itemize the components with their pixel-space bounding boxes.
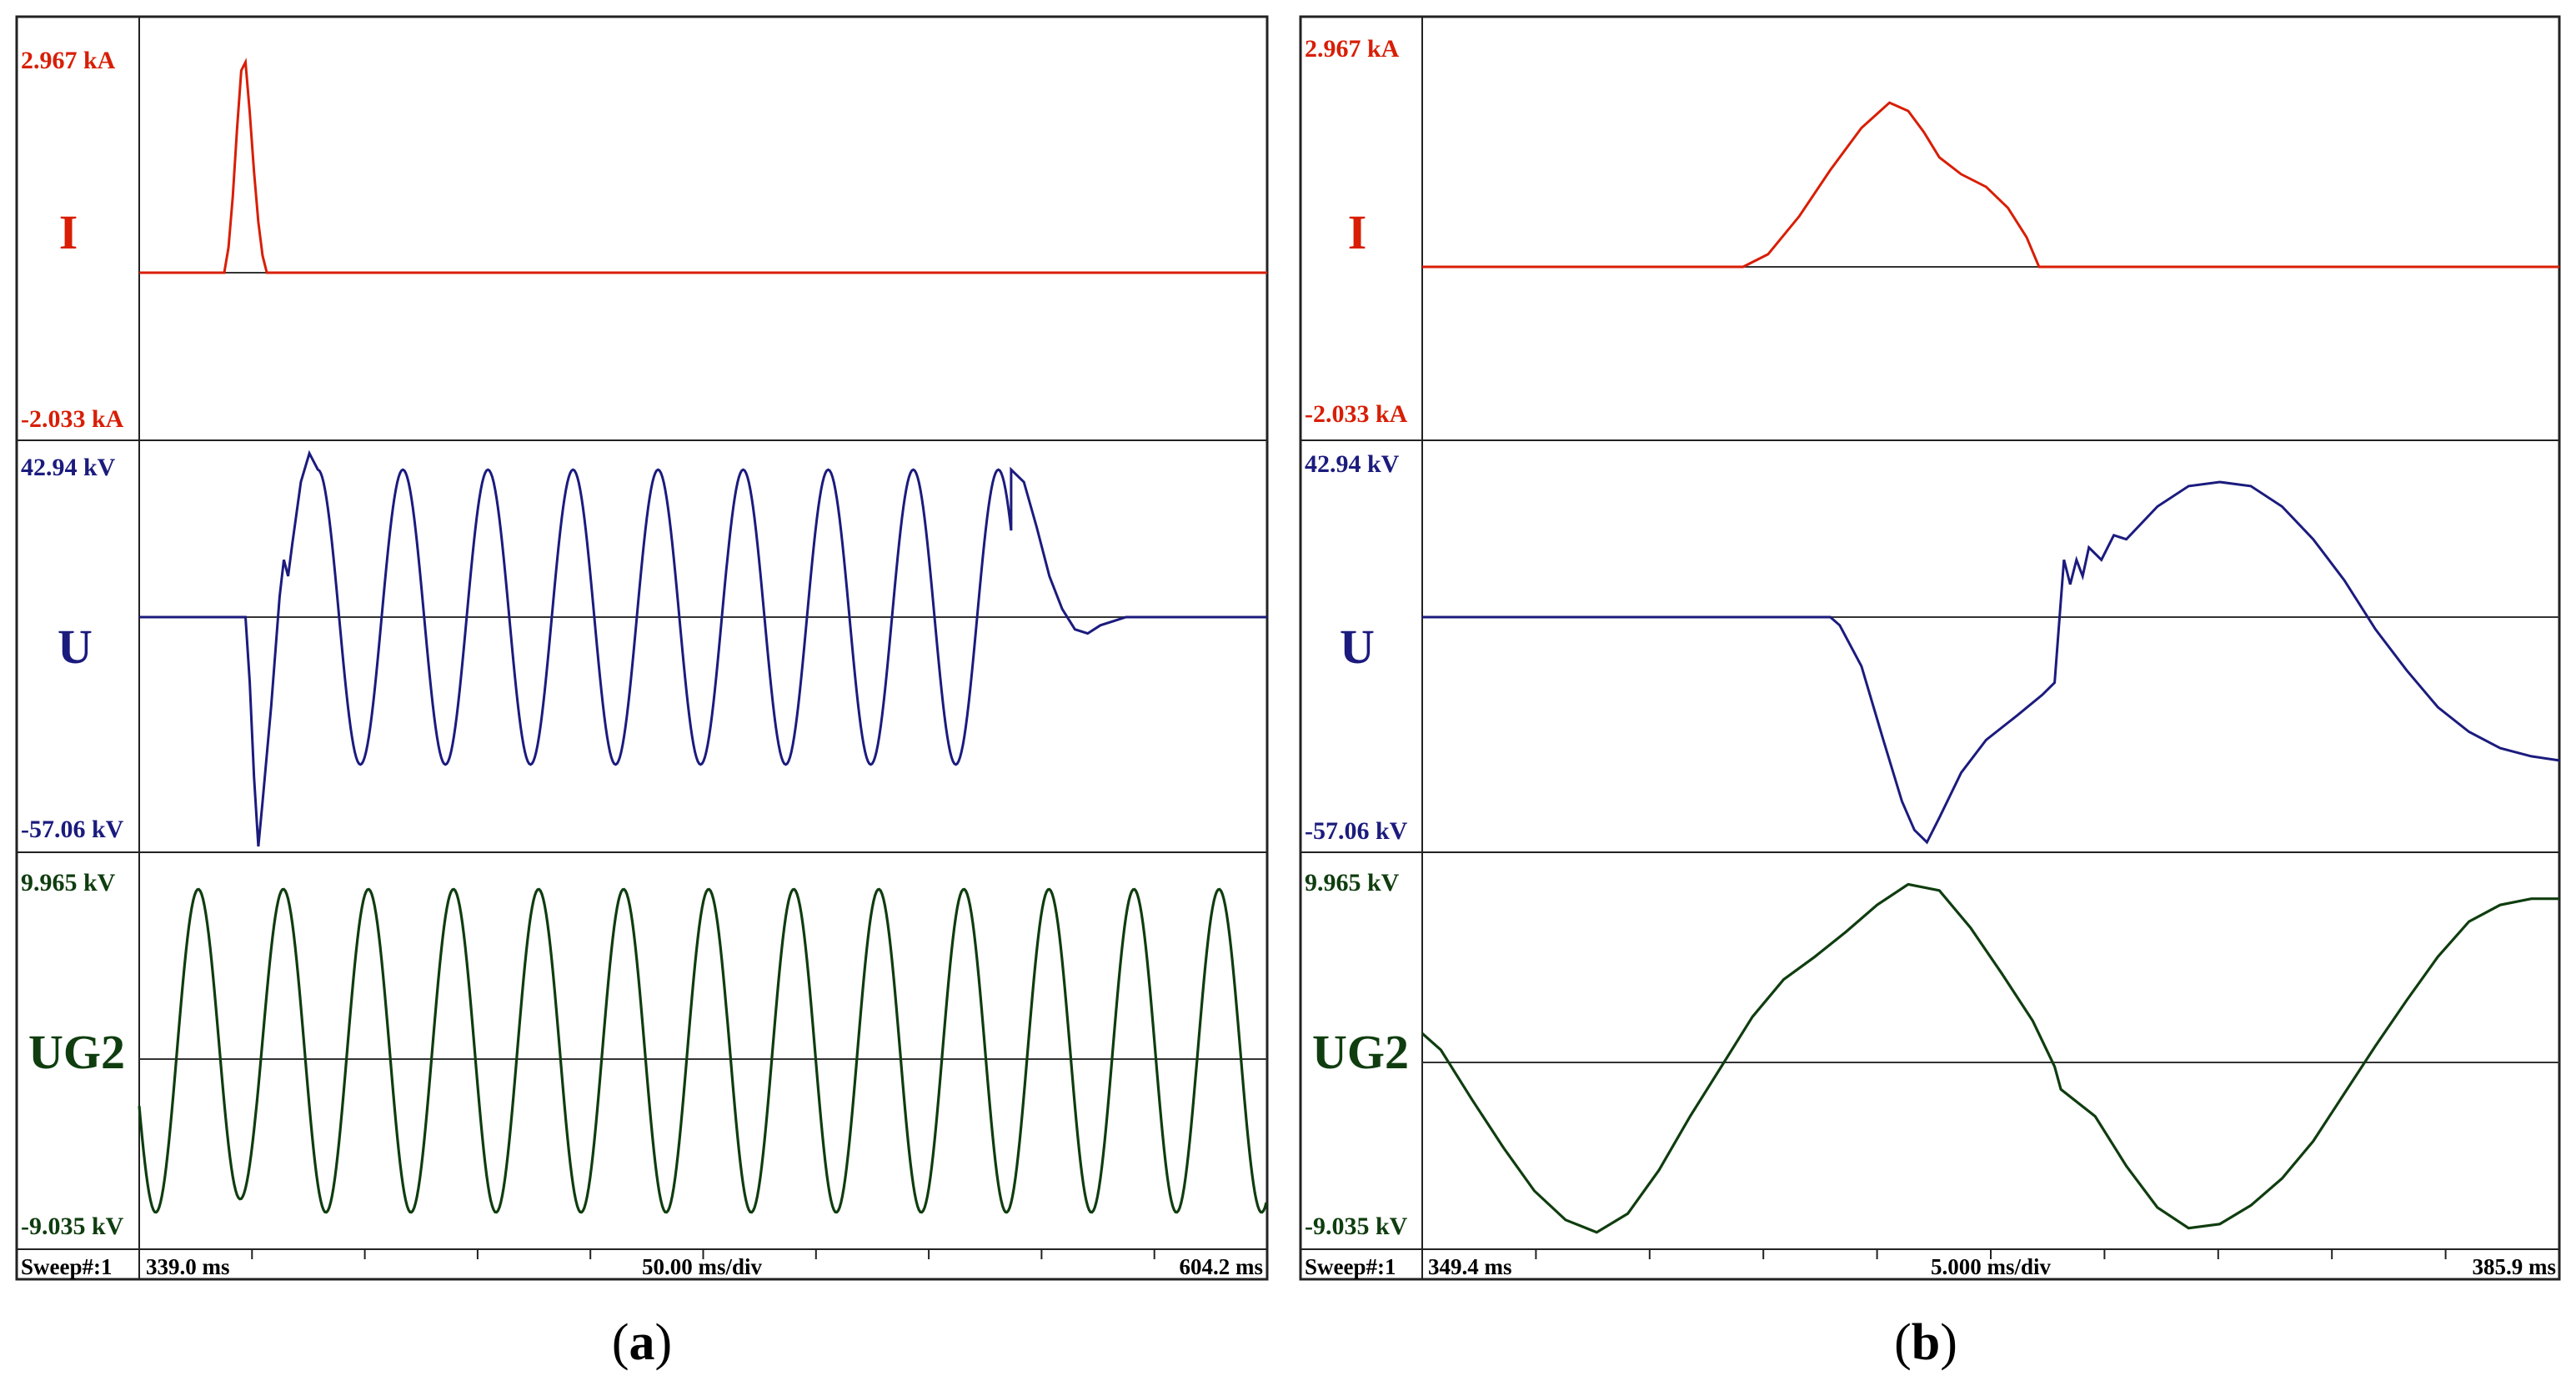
panel-a-ug2-trace [138, 887, 1268, 1214]
panel-b-i-top: 2.967 kA [1305, 35, 1400, 63]
panel-a-time-start: 339.0 ms [146, 1254, 230, 1279]
panel-a-i-trace [139, 58, 1267, 274]
panel-b-caption: (b) [1894, 1314, 1957, 1371]
panel-b-time-div: 5.000 ms/div [1931, 1254, 2052, 1279]
panel-b-u-top: 42.94 kV [1305, 450, 1400, 478]
panel-b-frame [1299, 15, 2561, 1281]
panel-a-u-bottom: -57.06 kV [21, 816, 124, 843]
panel-b-ug2-bottom: -9.035 kV [1305, 1213, 1408, 1240]
panel-a-ug2-name: UG2 [28, 1025, 125, 1079]
panel-b-ug2-name: UG2 [1312, 1025, 1409, 1079]
panel-b-u-name: U [1340, 620, 1375, 674]
panel-a-sweep-label: Sweep#:1 [21, 1254, 113, 1279]
panel-a-i-bottom: -2.033 kA [21, 405, 124, 433]
panel-b-u-bottom: -57.06 kV [1305, 817, 1408, 845]
panel-b-i-bottom: -2.033 kA [1305, 400, 1408, 428]
panel-a-ug2-top: 9.965 kV [21, 869, 116, 896]
panel-b-i-trace [1422, 101, 2559, 269]
panel-a: 2.967 kA I -2.033 kA 42.94 kV U -57.06 k… [15, 15, 1269, 1371]
panel-b-i-name: I [1348, 205, 1367, 259]
panel-a-u-trace [139, 449, 1267, 847]
panel-b-u-trace [1422, 480, 2560, 845]
panel-a-u-top: 42.94 kV [21, 454, 116, 481]
panel-a-time-div: 50.00 ms/div [642, 1254, 763, 1279]
panel-b-ug2-trace [1421, 882, 2559, 1234]
panel-a-time-end: 604.2 ms [1180, 1254, 1264, 1279]
panel-b-ug2-top: 9.965 kV [1305, 869, 1400, 896]
panel-a-caption: (a) [612, 1314, 672, 1371]
panel-a-ug2-bottom: -9.035 kV [21, 1213, 124, 1240]
panel-b-ticks [1535, 1249, 2447, 1259]
panel-a-frame [15, 15, 1269, 1281]
panel-b-sweep-label: Sweep#:1 [1305, 1254, 1396, 1279]
panel-b: 2.967 kA I -2.033 kA 42.94 kV U -57.06 k… [1299, 15, 2561, 1371]
panel-b-time-start: 349.4 ms [1428, 1254, 1512, 1279]
panel-a-u-name: U [58, 620, 93, 674]
panel-a-ticks [251, 1249, 1155, 1259]
panel-a-i-name: I [59, 205, 78, 259]
panel-b-time-end: 385.9 ms [2473, 1254, 2557, 1279]
panel-a-i-top: 2.967 kA [21, 47, 116, 74]
